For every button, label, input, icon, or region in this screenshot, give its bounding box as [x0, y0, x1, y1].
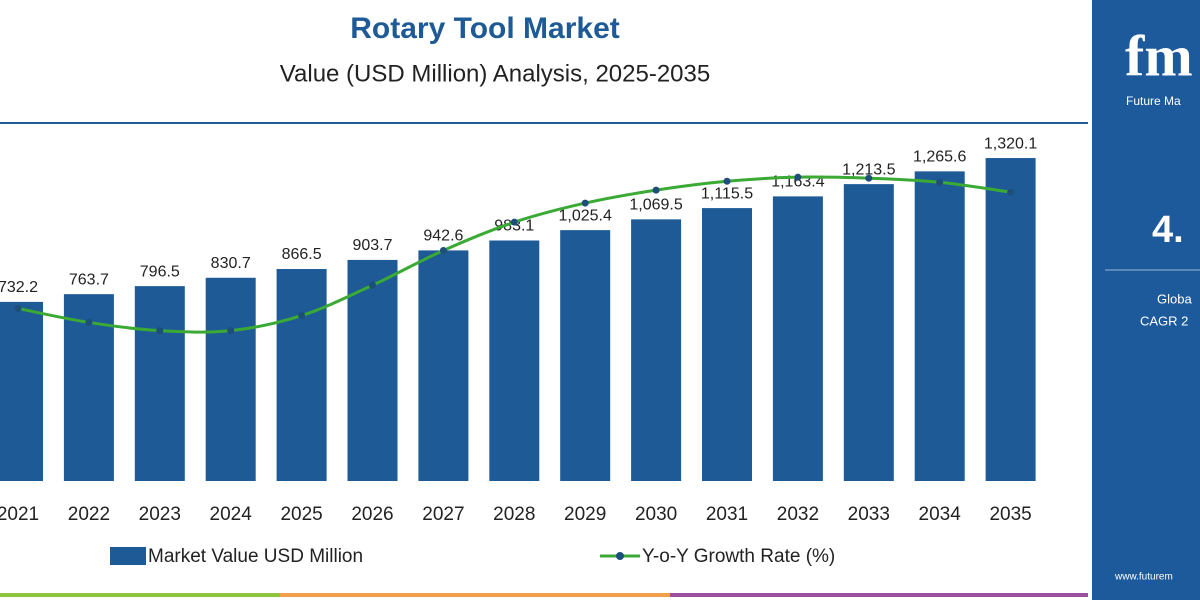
bar [843, 184, 894, 481]
growth-point [794, 173, 802, 181]
data-label: 1,320.1 [984, 135, 1037, 152]
data-label: 1,265.6 [913, 149, 966, 166]
data-label: 942.6 [423, 228, 463, 245]
bar [914, 171, 965, 481]
bar [347, 259, 398, 481]
growth-point [85, 318, 93, 326]
growth-point [510, 218, 518, 226]
bar [418, 250, 469, 481]
growth-point [1007, 188, 1015, 196]
bar [985, 158, 1036, 481]
x-tick-label: 2026 [351, 504, 393, 525]
stripe [280, 593, 670, 597]
data-label: 763.7 [69, 271, 109, 288]
growth-point [369, 281, 376, 289]
x-tick-label: 2022 [68, 504, 110, 525]
chart-title: Rotary Tool Market [350, 12, 620, 45]
growth-point [936, 178, 944, 186]
data-label: 732.2 [0, 279, 38, 296]
bar [560, 230, 611, 481]
legend-label: Market Value USD Million [148, 546, 363, 567]
x-tick-label: 2034 [919, 504, 962, 525]
data-label: 1,025.4 [559, 207, 612, 224]
panel-text: Globa [1157, 291, 1192, 306]
brand: Future Ma [1126, 94, 1181, 108]
growth-point [439, 246, 447, 254]
growth-point [652, 186, 660, 194]
x-tick-label: 2024 [210, 504, 253, 525]
growth-point [298, 312, 306, 320]
growth-point [227, 327, 235, 335]
chart-subtitle: Value (USD Million) Analysis, 2025-2035 [280, 60, 710, 87]
legend-label: Y-o-Y Growth Rate (%) [642, 546, 835, 567]
bar [134, 286, 185, 481]
bar [702, 208, 752, 481]
growth-point [581, 199, 589, 207]
side-panel [1092, 0, 1200, 600]
legend-swatch [110, 547, 146, 565]
growth-point [14, 304, 22, 312]
bar [631, 219, 682, 481]
stripe [0, 593, 280, 597]
x-tick-label: 2030 [635, 504, 677, 525]
bar [489, 240, 540, 481]
data-label: 796.5 [140, 263, 180, 280]
logo: fm [1125, 23, 1193, 88]
x-tick-label: 2028 [493, 504, 535, 525]
x-tick-label: 2033 [848, 504, 890, 525]
cagr-value: 4. [1152, 209, 1184, 251]
x-tick-label: 2021 [0, 504, 39, 525]
x-tick-label: 2025 [280, 504, 322, 525]
growth-point [865, 174, 873, 182]
data-label: 1,069.5 [629, 197, 682, 214]
legend-swatch [616, 552, 624, 560]
x-tick-label: 2031 [706, 504, 748, 525]
x-tick-label: 2029 [564, 504, 606, 525]
bar [772, 196, 823, 481]
data-label: 1,213.5 [842, 161, 895, 178]
stripe [670, 593, 1088, 597]
x-tick-label: 2023 [139, 504, 181, 525]
data-label: 983.1 [494, 218, 534, 235]
x-tick-label: 2027 [422, 504, 464, 525]
growth-point [723, 177, 731, 185]
data-label: 1,115.5 [701, 185, 753, 202]
panel-text: CAGR 2 [1140, 313, 1188, 328]
x-tick-label: 2032 [777, 504, 819, 525]
x-tick-label: 2035 [989, 504, 1031, 525]
bar [0, 301, 43, 481]
bar [276, 269, 327, 481]
data-label: 903.7 [352, 237, 392, 254]
url: www.futurem [1114, 572, 1173, 583]
bar [205, 277, 256, 481]
growth-point [156, 327, 164, 335]
data-label: 866.5 [282, 246, 322, 263]
data-label: 830.7 [211, 255, 251, 272]
